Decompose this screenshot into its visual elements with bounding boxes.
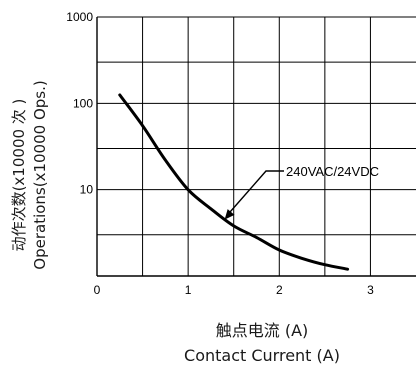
annotation-label: 240VAC/24VDC	[286, 164, 379, 179]
y-tick-label: 10	[80, 183, 94, 197]
annotation-layer: 240VAC/24VDC	[224, 164, 379, 220]
y-tick-label: 100	[73, 96, 93, 110]
annotation-arrowhead	[224, 209, 235, 220]
y-axis-title-cn: 动作次数(x10000 次 )	[10, 99, 28, 252]
series-layer	[118, 93, 350, 271]
x-tick-labels: 0 1 2 3	[94, 283, 374, 297]
grid	[97, 16, 416, 276]
x-tick-label: 1	[185, 283, 192, 297]
annotation-leader-line	[228, 170, 284, 215]
x-axis-title-en: Contact Current (A)	[184, 346, 340, 365]
y-axis-title-en: Operations(x10000 Ops.)	[31, 80, 49, 269]
x-axis-title-cn: 触点电流 (A)	[216, 321, 309, 340]
axes	[96, 17, 416, 277]
y-tick-labels: 10 100 1000	[66, 10, 93, 197]
x-tick-label: 0	[94, 283, 101, 297]
series-line-240vac-24vdc	[118, 93, 350, 271]
x-tick-label: 3	[367, 283, 374, 297]
y-tick-label: 1000	[66, 10, 93, 24]
x-tick-label: 2	[276, 283, 283, 297]
